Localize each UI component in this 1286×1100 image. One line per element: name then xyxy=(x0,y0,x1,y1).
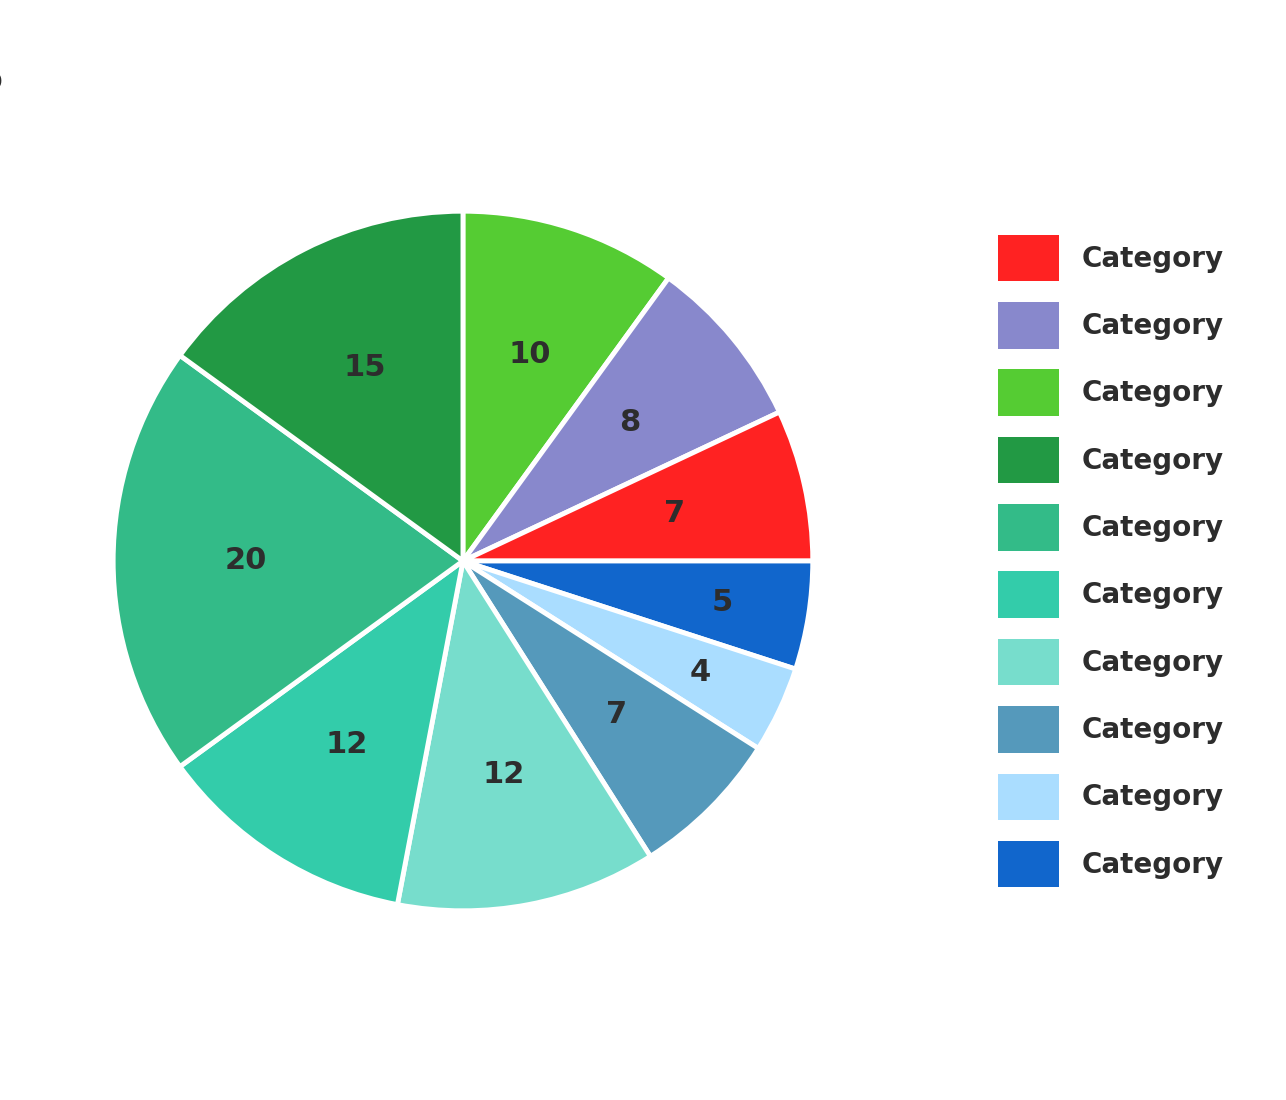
Legend: Category, Category, Category, Category, Category, Category, Category, Category, : Category, Category, Category, Category, … xyxy=(984,221,1237,901)
Wedge shape xyxy=(463,561,759,856)
Text: 7: 7 xyxy=(664,499,685,528)
Title: %: % xyxy=(0,56,3,98)
Wedge shape xyxy=(180,561,463,904)
Text: 10: 10 xyxy=(509,340,552,370)
Text: 20: 20 xyxy=(225,547,267,575)
Wedge shape xyxy=(463,412,813,561)
Wedge shape xyxy=(463,561,796,748)
Wedge shape xyxy=(463,278,779,561)
Text: 8: 8 xyxy=(620,408,640,438)
Text: 12: 12 xyxy=(325,729,368,759)
Text: 5: 5 xyxy=(711,587,733,616)
Wedge shape xyxy=(180,211,463,561)
Wedge shape xyxy=(397,561,651,911)
Wedge shape xyxy=(463,211,669,561)
Wedge shape xyxy=(113,355,463,767)
Text: 15: 15 xyxy=(343,353,386,383)
Wedge shape xyxy=(463,561,813,669)
Text: 4: 4 xyxy=(689,658,711,688)
Text: 12: 12 xyxy=(482,759,525,789)
Text: 7: 7 xyxy=(606,700,626,729)
